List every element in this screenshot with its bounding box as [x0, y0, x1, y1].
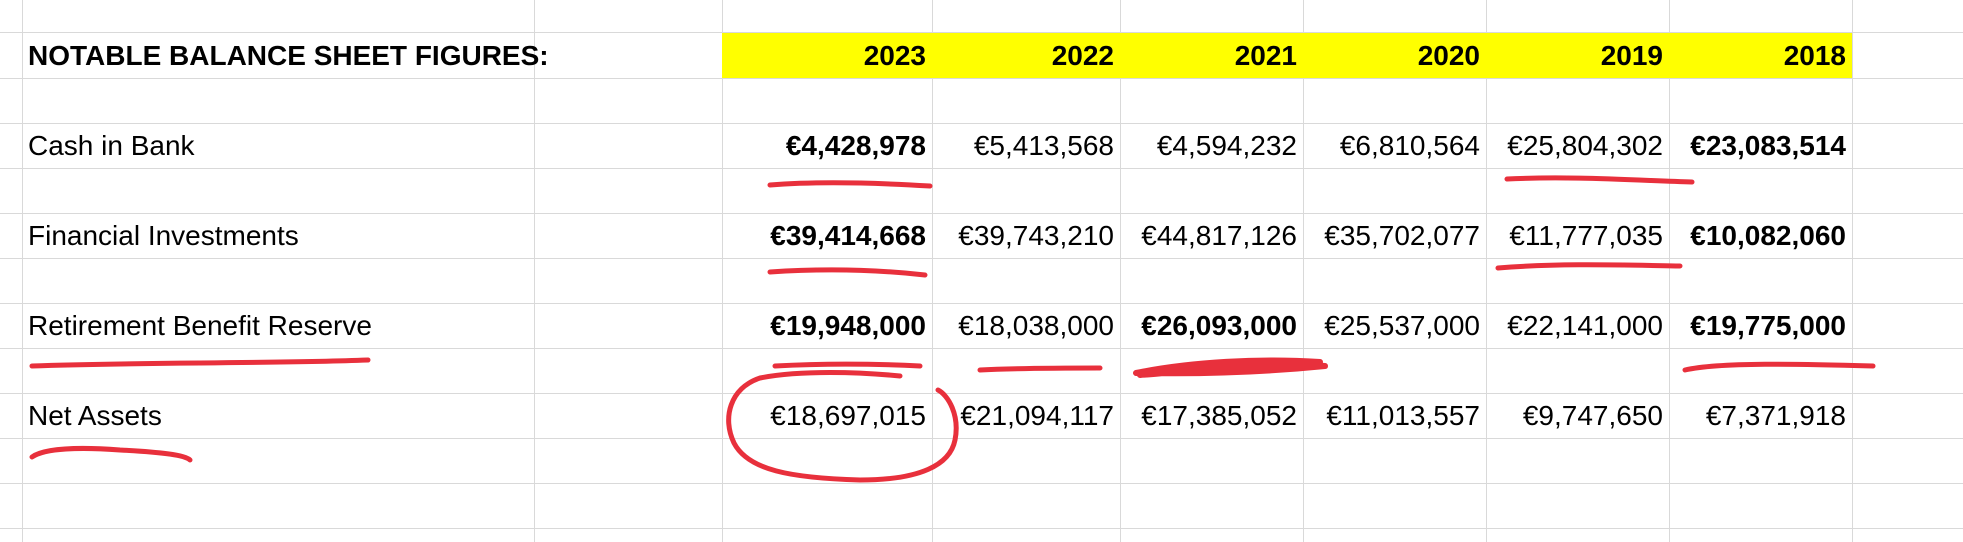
row-label-net-assets[interactable]: Net Assets	[28, 400, 162, 431]
financial-investments-2018[interactable]: €10,082,060	[1690, 220, 1846, 251]
gridline	[0, 393, 1963, 394]
year-header-2020[interactable]: 2020	[1417, 40, 1480, 71]
retirement-benefit-reserve-2021[interactable]: €26,093,000	[1141, 310, 1297, 341]
gridline	[1852, 0, 1853, 542]
financial-investments-2021[interactable]: €44,817,126	[1141, 220, 1297, 251]
gridline	[0, 123, 1963, 124]
financial-investments-2020[interactable]: €35,702,077	[1324, 220, 1480, 251]
gridline	[0, 78, 1963, 79]
year-header-2019[interactable]: 2019	[1600, 40, 1663, 71]
year-header-2023[interactable]: 2023	[863, 40, 926, 71]
underline-rbr-2023	[772, 361, 923, 369]
gridline	[0, 32, 1963, 33]
underline-cash-2019	[1504, 175, 1695, 185]
gridline	[1486, 0, 1487, 542]
year-header-2018[interactable]: 2018	[1783, 40, 1846, 71]
underline-fi-2019	[1495, 262, 1683, 271]
gridline	[932, 0, 933, 542]
underline-cash-2023	[767, 180, 933, 189]
gridline	[22, 0, 23, 542]
underline-fi-2023	[767, 267, 928, 278]
year-header-2022[interactable]: 2022	[1051, 40, 1114, 71]
underline-net-assets-label	[29, 445, 193, 463]
cash-in-bank-2020[interactable]: €6,810,564	[1339, 130, 1480, 161]
scribble-rbr-2021	[1133, 357, 1328, 378]
retirement-benefit-reserve-2023[interactable]: €19,948,000	[770, 310, 926, 341]
financial-investments-2023[interactable]: €39,414,668	[770, 220, 926, 251]
gridline	[0, 168, 1963, 169]
gridline	[0, 528, 1963, 529]
retirement-benefit-reserve-2018[interactable]: €19,775,000	[1690, 310, 1846, 341]
gridline	[0, 483, 1963, 484]
cash-in-bank-2023[interactable]: €4,428,978	[785, 130, 926, 161]
net-assets-2021[interactable]: €17,385,052	[1141, 400, 1297, 431]
retirement-benefit-reserve-2022[interactable]: €18,038,000	[958, 310, 1114, 341]
year-header-highlight	[722, 33, 1852, 78]
gridline	[0, 213, 1963, 214]
retirement-benefit-reserve-2019[interactable]: €22,141,000	[1507, 310, 1663, 341]
row-label-retirement-benefit-reserve[interactable]: Retirement Benefit Reserve	[28, 310, 372, 341]
underline-rbr-label	[29, 357, 371, 369]
gridline	[722, 0, 723, 542]
gridline	[0, 258, 1963, 259]
gridline	[534, 0, 535, 542]
gridline	[0, 348, 1963, 349]
row-label-financial-investments[interactable]: Financial Investments	[28, 220, 299, 251]
cash-in-bank-2019[interactable]: €25,804,302	[1507, 130, 1663, 161]
cash-in-bank-2021[interactable]: €4,594,232	[1156, 130, 1297, 161]
retirement-benefit-reserve-2020[interactable]: €25,537,000	[1324, 310, 1480, 341]
gridline	[0, 303, 1963, 304]
underline-rbr-2018	[1682, 361, 1876, 373]
net-assets-2023[interactable]: €18,697,015	[770, 400, 926, 431]
underline-rbr-2022	[977, 365, 1103, 373]
net-assets-2020[interactable]: €11,013,557	[1326, 400, 1480, 431]
net-assets-2022[interactable]: €21,094,117	[960, 400, 1114, 431]
financial-investments-2022[interactable]: €39,743,210	[958, 220, 1114, 251]
gridline	[1303, 0, 1304, 542]
gridline	[0, 438, 1963, 439]
gridline	[1669, 0, 1670, 542]
net-assets-2019[interactable]: €9,747,650	[1522, 400, 1663, 431]
gridline	[1120, 0, 1121, 542]
cash-in-bank-2018[interactable]: €23,083,514	[1690, 130, 1846, 161]
row-label-cash-in-bank[interactable]: Cash in Bank	[28, 130, 195, 161]
sheet-title[interactable]: NOTABLE BALANCE SHEET FIGURES:	[28, 40, 549, 71]
cash-in-bank-2022[interactable]: €5,413,568	[973, 130, 1114, 161]
year-header-2021[interactable]: 2021	[1234, 40, 1297, 71]
net-assets-2018[interactable]: €7,371,918	[1705, 400, 1846, 431]
financial-investments-2019[interactable]: €11,777,035	[1509, 220, 1663, 251]
